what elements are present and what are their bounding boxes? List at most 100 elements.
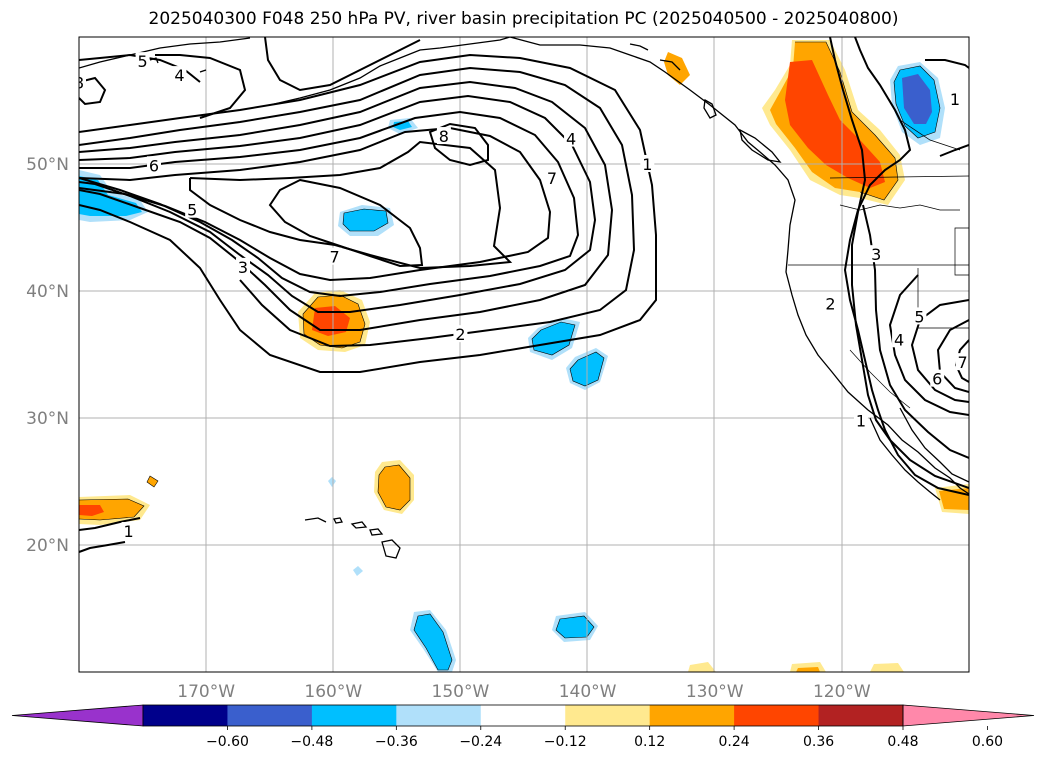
pv-contours — [79, 37, 969, 553]
pv-contour-south-west — [79, 517, 141, 531]
pv-contour-label: 1 — [950, 90, 960, 109]
pv-contour-east-5 — [910, 299, 969, 403]
precipitation-pc-shading — [79, 40, 969, 672]
colorbar-tick-label: 0.48 — [887, 734, 918, 750]
colorbar-segment — [649, 705, 735, 726]
coastline-hawaii — [350, 521, 368, 529]
precip-negative-canada — [902, 74, 932, 124]
longitude-label: 130°W — [686, 682, 744, 702]
colorbar-tick-label: −0.12 — [544, 734, 587, 750]
pv-contour-label: 6 — [932, 370, 942, 389]
pv-contour-label: 4 — [566, 130, 576, 149]
pv-label-background — [147, 156, 162, 174]
pv-label-background — [79, 73, 86, 91]
pv-contour-8-west — [79, 76, 107, 106]
pv-label-background — [327, 247, 342, 265]
colorbar-tick-label: 0.24 — [719, 734, 750, 750]
colorbar-tick-label: 0.36 — [803, 734, 834, 750]
precip-positive-bottom — [796, 667, 820, 672]
pv-label-background — [892, 330, 907, 348]
pv-contour-south-west-2 — [79, 541, 126, 553]
coastline-hawaii — [381, 539, 401, 559]
colorbar-segment — [818, 705, 904, 726]
longitude-label: 160°W — [304, 682, 362, 702]
map-frame — [78, 36, 970, 673]
coastline-baja — [869, 417, 941, 501]
coastline-islands — [629, 43, 649, 51]
coastline-haida-gwaii — [703, 98, 717, 119]
pv-label-background — [436, 127, 451, 145]
colorbar-extend-max — [902, 704, 1035, 727]
longitude-label: 150°W — [432, 682, 490, 702]
pv-contour-label: 4 — [894, 330, 904, 349]
colorbar: −0.60 −0.48 −0.36 −0.24 −0.12 0.12 0.24 0.36 0.4… — [11, 704, 1035, 750]
pv-contour-7-inner — [268, 178, 424, 268]
coastline-islands — [199, 69, 207, 73]
coastline-aleutians — [79, 37, 251, 69]
pv-contour-label: 5 — [187, 201, 197, 220]
pv-contour-east-4 — [888, 274, 969, 416]
pv-contour-label: 5 — [137, 52, 147, 71]
pv-contour-label: 2 — [825, 295, 835, 314]
pv-label-background — [135, 52, 150, 70]
pv-label-background — [564, 129, 579, 147]
pv-contour-arctic — [264, 37, 421, 92]
precip-negative-midpacific — [532, 322, 575, 355]
longitude-label: 170°W — [177, 682, 235, 702]
pv-contour-label: 4 — [174, 66, 184, 85]
precip-positive-small — [147, 476, 158, 487]
pv-label-background — [640, 155, 655, 172]
map-title: 2025040300 F048 250 hPa PV, river basin … — [148, 9, 899, 29]
pv-contour-7 — [189, 140, 513, 270]
colorbar-tick-label: −0.60 — [206, 734, 249, 750]
precip-positive-bottom — [870, 663, 904, 672]
pv-label-background — [172, 66, 187, 84]
coastline-baja-gulf — [899, 407, 969, 483]
pv-contour-label: 3 — [238, 258, 248, 277]
colorbar-segment — [396, 705, 482, 726]
longitude-label: 140°W — [559, 682, 617, 702]
precip-negative-tiny — [328, 477, 336, 487]
pv-label-background — [869, 245, 884, 263]
pv-contour-label: 8 — [74, 74, 84, 93]
precip-negative-west-edge — [79, 176, 142, 216]
precip-negative-south — [414, 614, 452, 670]
pv-contour-label: 3 — [871, 245, 881, 264]
colorbar-segment — [480, 705, 566, 726]
pv-label-background — [236, 257, 251, 275]
colorbar-tick-label: 0.12 — [634, 734, 665, 750]
pv-contour-label: 1 — [123, 522, 133, 541]
pv-contour-label: 6 — [149, 156, 159, 175]
colorbar-tick-label: −0.24 — [459, 734, 502, 750]
pv-contour-label: 7 — [547, 169, 557, 188]
colorbar-outline — [142, 704, 904, 727]
pv-label-background — [453, 325, 468, 343]
pv-contour-8 — [428, 122, 489, 167]
pv-contour-2 — [79, 66, 636, 348]
pv-contour-canada-2 — [939, 144, 969, 157]
pv-contour-east-2 — [829, 37, 969, 489]
colorbar-segment — [227, 705, 313, 726]
coastline-hawaii — [369, 528, 384, 536]
pv-contour-3 — [79, 80, 614, 331]
pv-contour-5 — [79, 110, 580, 298]
latitude-label: 30°N — [26, 409, 69, 429]
pv-label-background — [853, 411, 868, 429]
colorbar-segment — [734, 705, 820, 726]
pv-contour-1 — [79, 53, 657, 373]
colorbar-segment — [311, 705, 397, 726]
pv-contour-east-6 — [936, 319, 969, 393]
pv-contour-4 — [79, 94, 597, 313]
coastlines — [79, 37, 969, 559]
latitude-label: 40°N — [26, 282, 69, 302]
pv-contour-6 — [79, 126, 552, 282]
longitude-label: 120°W — [813, 682, 871, 702]
pv-label-background — [185, 200, 200, 218]
precip-positive-pnw — [785, 60, 885, 188]
pv-contour-label: 7 — [329, 248, 339, 267]
latitude-label: 20°N — [26, 536, 69, 556]
political-borders — [788, 119, 969, 409]
coastline-islands — [659, 59, 681, 71]
latitude-label: 50°N — [26, 155, 69, 175]
